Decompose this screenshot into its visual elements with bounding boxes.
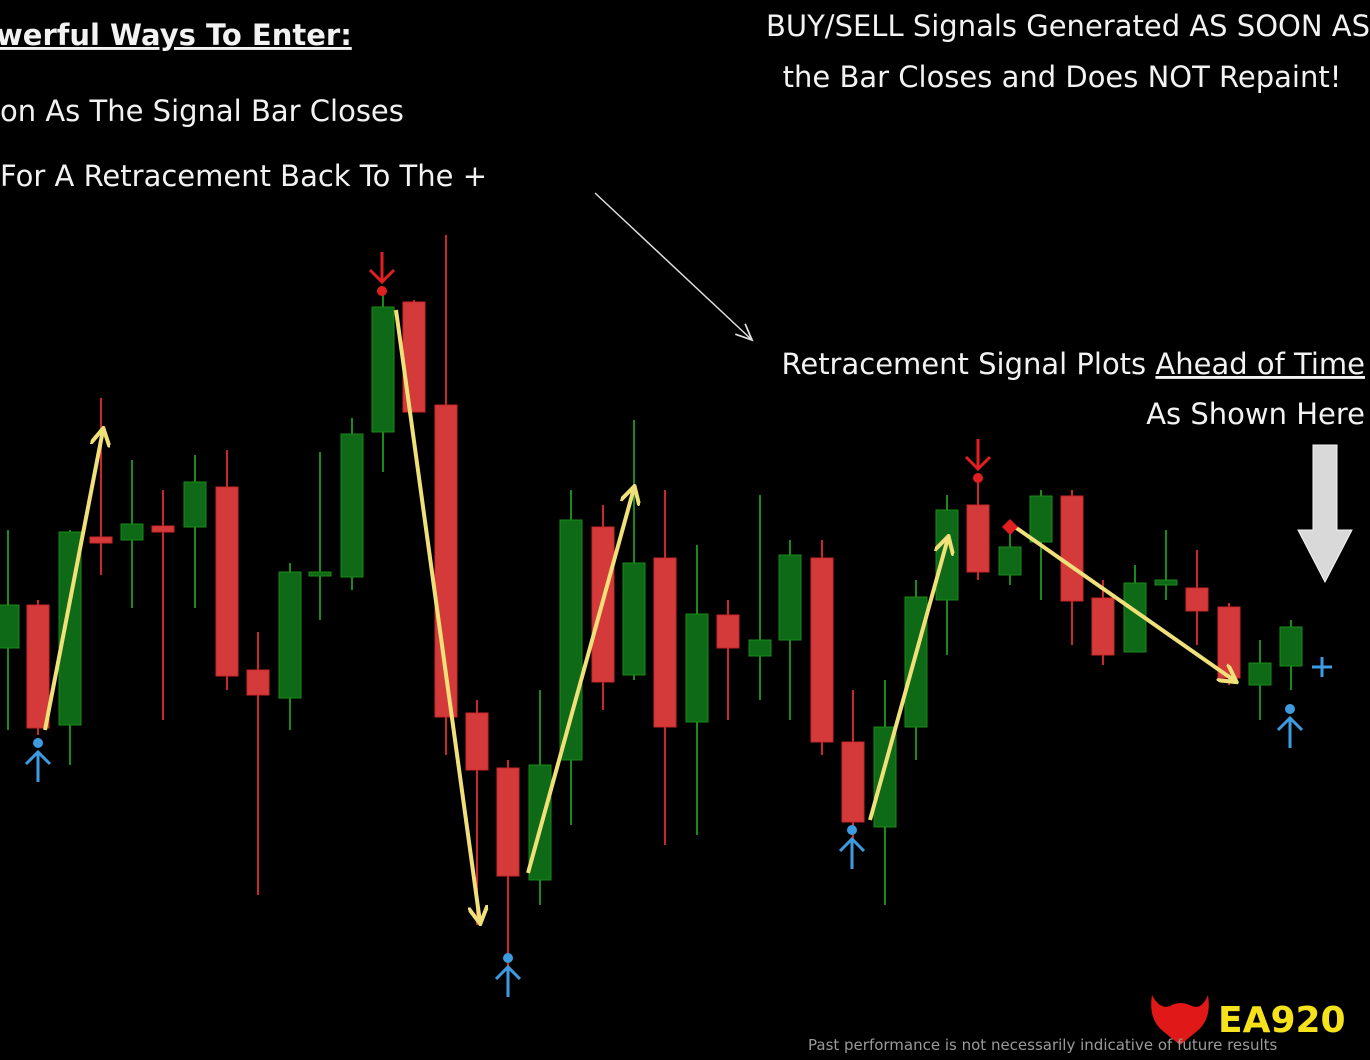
note-line: the Bar Closes and Does NOT Repaint!: [783, 60, 1342, 94]
note-underlined: Ahead of Time: [1155, 347, 1365, 381]
candle: [246, 632, 270, 895]
buy-signals: [24, 657, 1332, 997]
swing-arrow: [43, 430, 103, 731]
logo-mark: [1151, 995, 1209, 1045]
candle: [120, 460, 144, 608]
candle: [622, 420, 646, 680]
candle: [151, 490, 175, 720]
logo-text: EA920: [1218, 1000, 1346, 1041]
retracement-plus: [1312, 657, 1332, 677]
sell-diamond: [1002, 519, 1018, 535]
candle: [748, 495, 772, 700]
candle: [1029, 490, 1053, 600]
swing-arrow: [868, 538, 948, 821]
swing-arrow: [526, 488, 634, 874]
highlight-arrow: [1297, 444, 1353, 584]
buy-arrow: [24, 738, 52, 782]
note-line: As Shown Here: [1146, 397, 1365, 431]
candle: [278, 563, 302, 730]
candle: [998, 530, 1022, 585]
disclaimer: Past performance is not necessarily indi…: [808, 1036, 1278, 1054]
candle: [340, 418, 364, 590]
candle: [1248, 640, 1272, 720]
title: werful Ways To Enter:: [0, 18, 352, 52]
buy-arrow: [1276, 704, 1304, 748]
swing-arrow: [1013, 525, 1235, 681]
candle: [1185, 550, 1209, 645]
candle: [1091, 580, 1115, 665]
sell-signals: [368, 252, 1018, 535]
candle: [26, 600, 50, 735]
candle: [496, 760, 520, 980]
candle: [215, 450, 239, 690]
swing-arrows: [43, 309, 1235, 922]
swing-arrow: [394, 309, 480, 922]
candle: [371, 290, 395, 472]
buy-arrow: [838, 825, 866, 869]
candle: [1279, 620, 1303, 690]
method-line: For A Retracement Back To The +: [0, 159, 487, 193]
candle: [1060, 490, 1084, 645]
candle: [653, 490, 677, 845]
candle: [0, 530, 20, 730]
candle: [841, 690, 865, 840]
candle: [716, 600, 740, 720]
candle: [183, 455, 207, 608]
candle: [966, 480, 990, 580]
candle: [810, 540, 834, 755]
sell-arrow: [368, 252, 396, 296]
note-line: BUY/SELL Signals Generated AS SOON AS: [766, 9, 1370, 43]
candle: [778, 540, 802, 720]
note-text: Retracement Signal Plots: [782, 347, 1156, 381]
note-line: Retracement Signal Plots Ahead of Time: [782, 347, 1366, 381]
candle: [1154, 530, 1178, 600]
candle: [685, 545, 709, 835]
logo: EA920: [1151, 995, 1346, 1045]
method-line: on As The Signal Bar Closes: [0, 94, 404, 128]
candle: [308, 452, 332, 620]
sell-arrow: [964, 439, 992, 483]
pointer-arrow: [594, 192, 752, 340]
buy-arrow: [494, 953, 522, 997]
